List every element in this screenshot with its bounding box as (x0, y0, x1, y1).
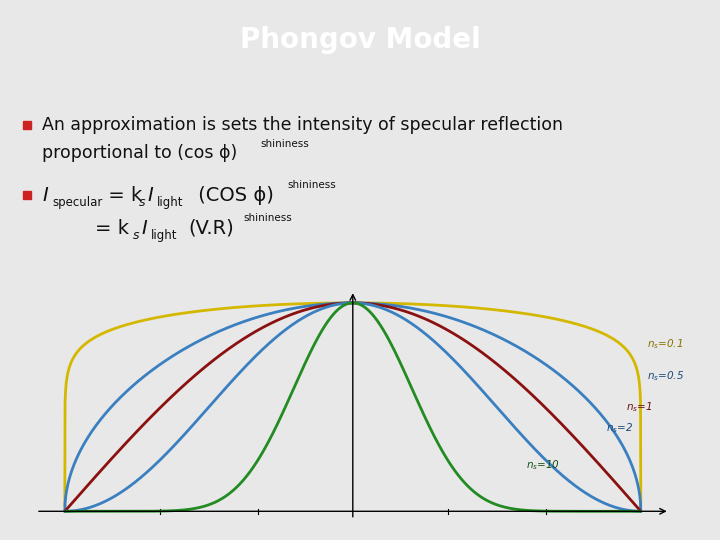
Text: s: s (139, 195, 145, 208)
Text: I: I (147, 186, 153, 205)
Text: $n_s$=2: $n_s$=2 (606, 421, 634, 435)
Text: (V.R): (V.R) (188, 219, 234, 238)
Text: $n_s$=10: $n_s$=10 (526, 458, 559, 472)
Text: = k: = k (95, 219, 129, 238)
Text: $n_s$=0.1: $n_s$=0.1 (647, 338, 683, 352)
Text: specular: specular (52, 195, 102, 208)
Text: s: s (133, 228, 140, 241)
Text: light: light (157, 195, 184, 208)
Text: $n_s$=0.5: $n_s$=0.5 (647, 369, 684, 383)
Text: An approximation is sets the intensity of specular reflection: An approximation is sets the intensity o… (42, 116, 563, 134)
Text: $n_s$=1: $n_s$=1 (626, 400, 653, 414)
Text: shininess: shininess (243, 213, 292, 223)
Text: shininess: shininess (260, 139, 309, 149)
Text: light: light (151, 228, 178, 241)
Bar (23, 191, 31, 199)
Text: Phongov Model: Phongov Model (240, 26, 480, 55)
Text: I: I (141, 219, 147, 238)
Text: (COS ϕ): (COS ϕ) (192, 186, 274, 205)
Text: I: I (42, 186, 48, 205)
Text: = k: = k (102, 186, 143, 205)
Bar (23, 121, 31, 129)
Text: shininess: shininess (287, 180, 336, 190)
Text: proportional to (cos ϕ): proportional to (cos ϕ) (42, 144, 238, 162)
